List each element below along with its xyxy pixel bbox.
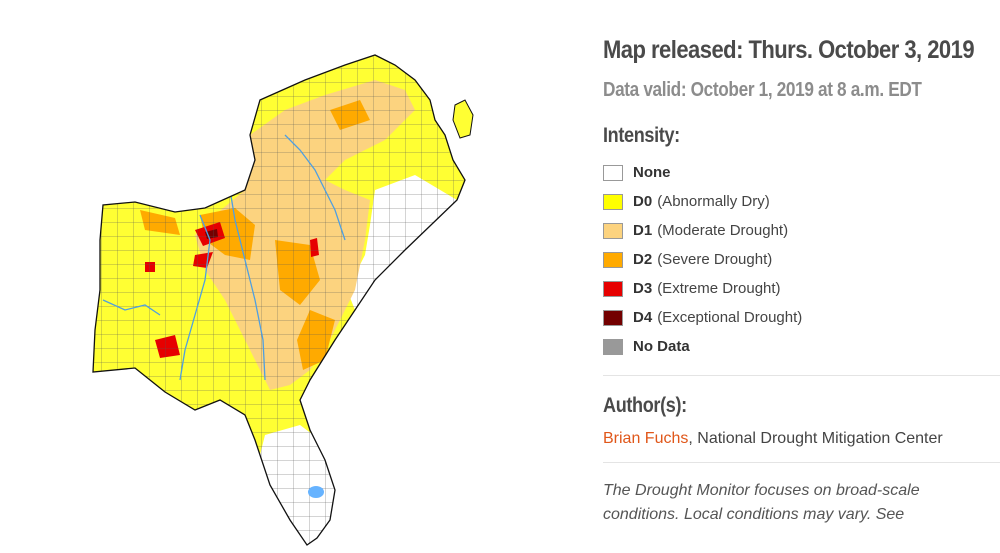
legend-swatch-no-data	[603, 338, 623, 355]
region-outline	[92, 54, 466, 546]
intensity-legend: None D0 (Abnormally Dry) D1 (Moderate Dr…	[603, 158, 1000, 361]
info-panel: Map released: Thurs. October 3, 2019 Dat…	[603, 32, 1000, 527]
data-valid-subtitle: Data valid: October 1, 2019 at 8 a.m. ED…	[603, 79, 922, 101]
legend-code: D2	[633, 251, 653, 268]
legend-item-d0: D0 (Abnormally Dry)	[603, 187, 1000, 216]
legend-swatch-d3	[603, 280, 623, 297]
legend-label: (Exceptional Drought)	[657, 309, 803, 326]
legend-label: No Data	[633, 338, 690, 355]
drought-map	[85, 40, 500, 553]
legend-label: (Abnormally Dry)	[657, 193, 770, 210]
delmarva	[452, 99, 474, 139]
map-released-title: Map released: Thurs. October 3, 2019	[603, 36, 975, 64]
rivers	[102, 134, 396, 511]
legend-item-d2: D2 (Severe Drought)	[603, 245, 1000, 274]
drought-monitor-note: The Drought Monitor focuses on broad-sca…	[603, 482, 920, 523]
county-boundaries	[93, 55, 465, 545]
divider	[603, 375, 1000, 376]
legend-swatch-d2	[603, 251, 623, 268]
legend-item-no-data: No Data	[603, 332, 1000, 361]
legend-swatch-d4	[603, 309, 623, 326]
legend-label: None	[633, 164, 671, 181]
legend-code: D1	[633, 222, 653, 239]
legend-label: (Severe Drought)	[657, 251, 773, 268]
legend-code: D0	[633, 193, 653, 210]
author-affiliation: , National Drought Mitigation Center	[688, 430, 943, 447]
author-heading: Author(s):	[603, 394, 687, 417]
author-link[interactable]: Brian Fuchs	[603, 430, 689, 447]
legend-code: D4	[633, 309, 653, 326]
legend-item-d4: D4 (Exceptional Drought)	[603, 303, 1000, 332]
legend-swatch-d0	[603, 193, 623, 210]
legend-item-d3: D3 (Extreme Drought)	[603, 274, 1000, 303]
legend-item-d1: D1 (Moderate Drought)	[603, 216, 1000, 245]
legend-code: D3	[633, 280, 653, 297]
legend-label: (Extreme Drought)	[657, 280, 781, 297]
lake-okeechobee	[308, 486, 324, 498]
author-line: Brian Fuchs, National Drought Mitigation…	[603, 430, 1000, 448]
legend-item-none: None	[603, 158, 1000, 187]
legend-label: (Moderate Drought)	[657, 222, 789, 239]
legend-swatch-d1	[603, 222, 623, 239]
intensity-heading: Intensity:	[603, 124, 680, 147]
southeast-drought-map-svg	[92, 54, 474, 546]
divider	[603, 462, 1000, 463]
legend-swatch-none	[603, 164, 623, 181]
